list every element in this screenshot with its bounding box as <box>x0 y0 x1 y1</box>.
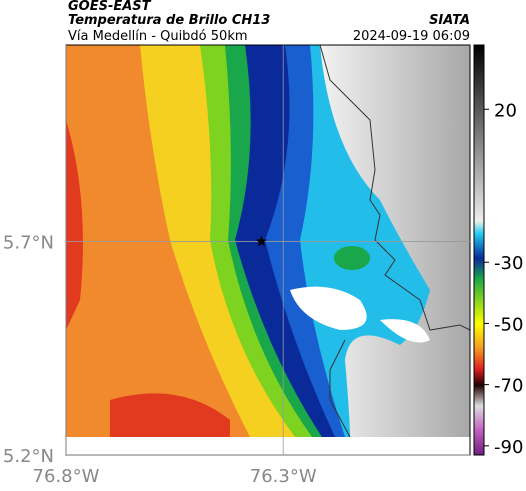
colorbar <box>473 44 485 456</box>
brightness-field <box>66 45 470 437</box>
y-tick-label: 5.7°N <box>3 232 54 253</box>
timestamp: 2024-09-19 06:09 <box>353 29 470 44</box>
y-tick-label: 5.2°N <box>3 446 54 467</box>
location-marker <box>255 235 268 247</box>
colorbar-tick-label: -90 <box>494 437 523 458</box>
route: Vía Medellín - Quibdó 50km <box>68 29 248 44</box>
x-tick-label: 76.8°W <box>33 466 100 487</box>
source: SIATA <box>429 13 470 28</box>
product: Temperatura de Brillo CH13 <box>68 13 270 28</box>
colorbar-tick-label: -50 <box>494 314 523 335</box>
satellite: GOES-EAST <box>68 0 152 14</box>
colorbar-tick-label: -70 <box>494 376 523 397</box>
x-tick-label: 76.3°W <box>250 466 317 487</box>
colorbar-tick-label: -30 <box>494 253 523 274</box>
colorbar-tick-label: 20 <box>494 100 517 121</box>
